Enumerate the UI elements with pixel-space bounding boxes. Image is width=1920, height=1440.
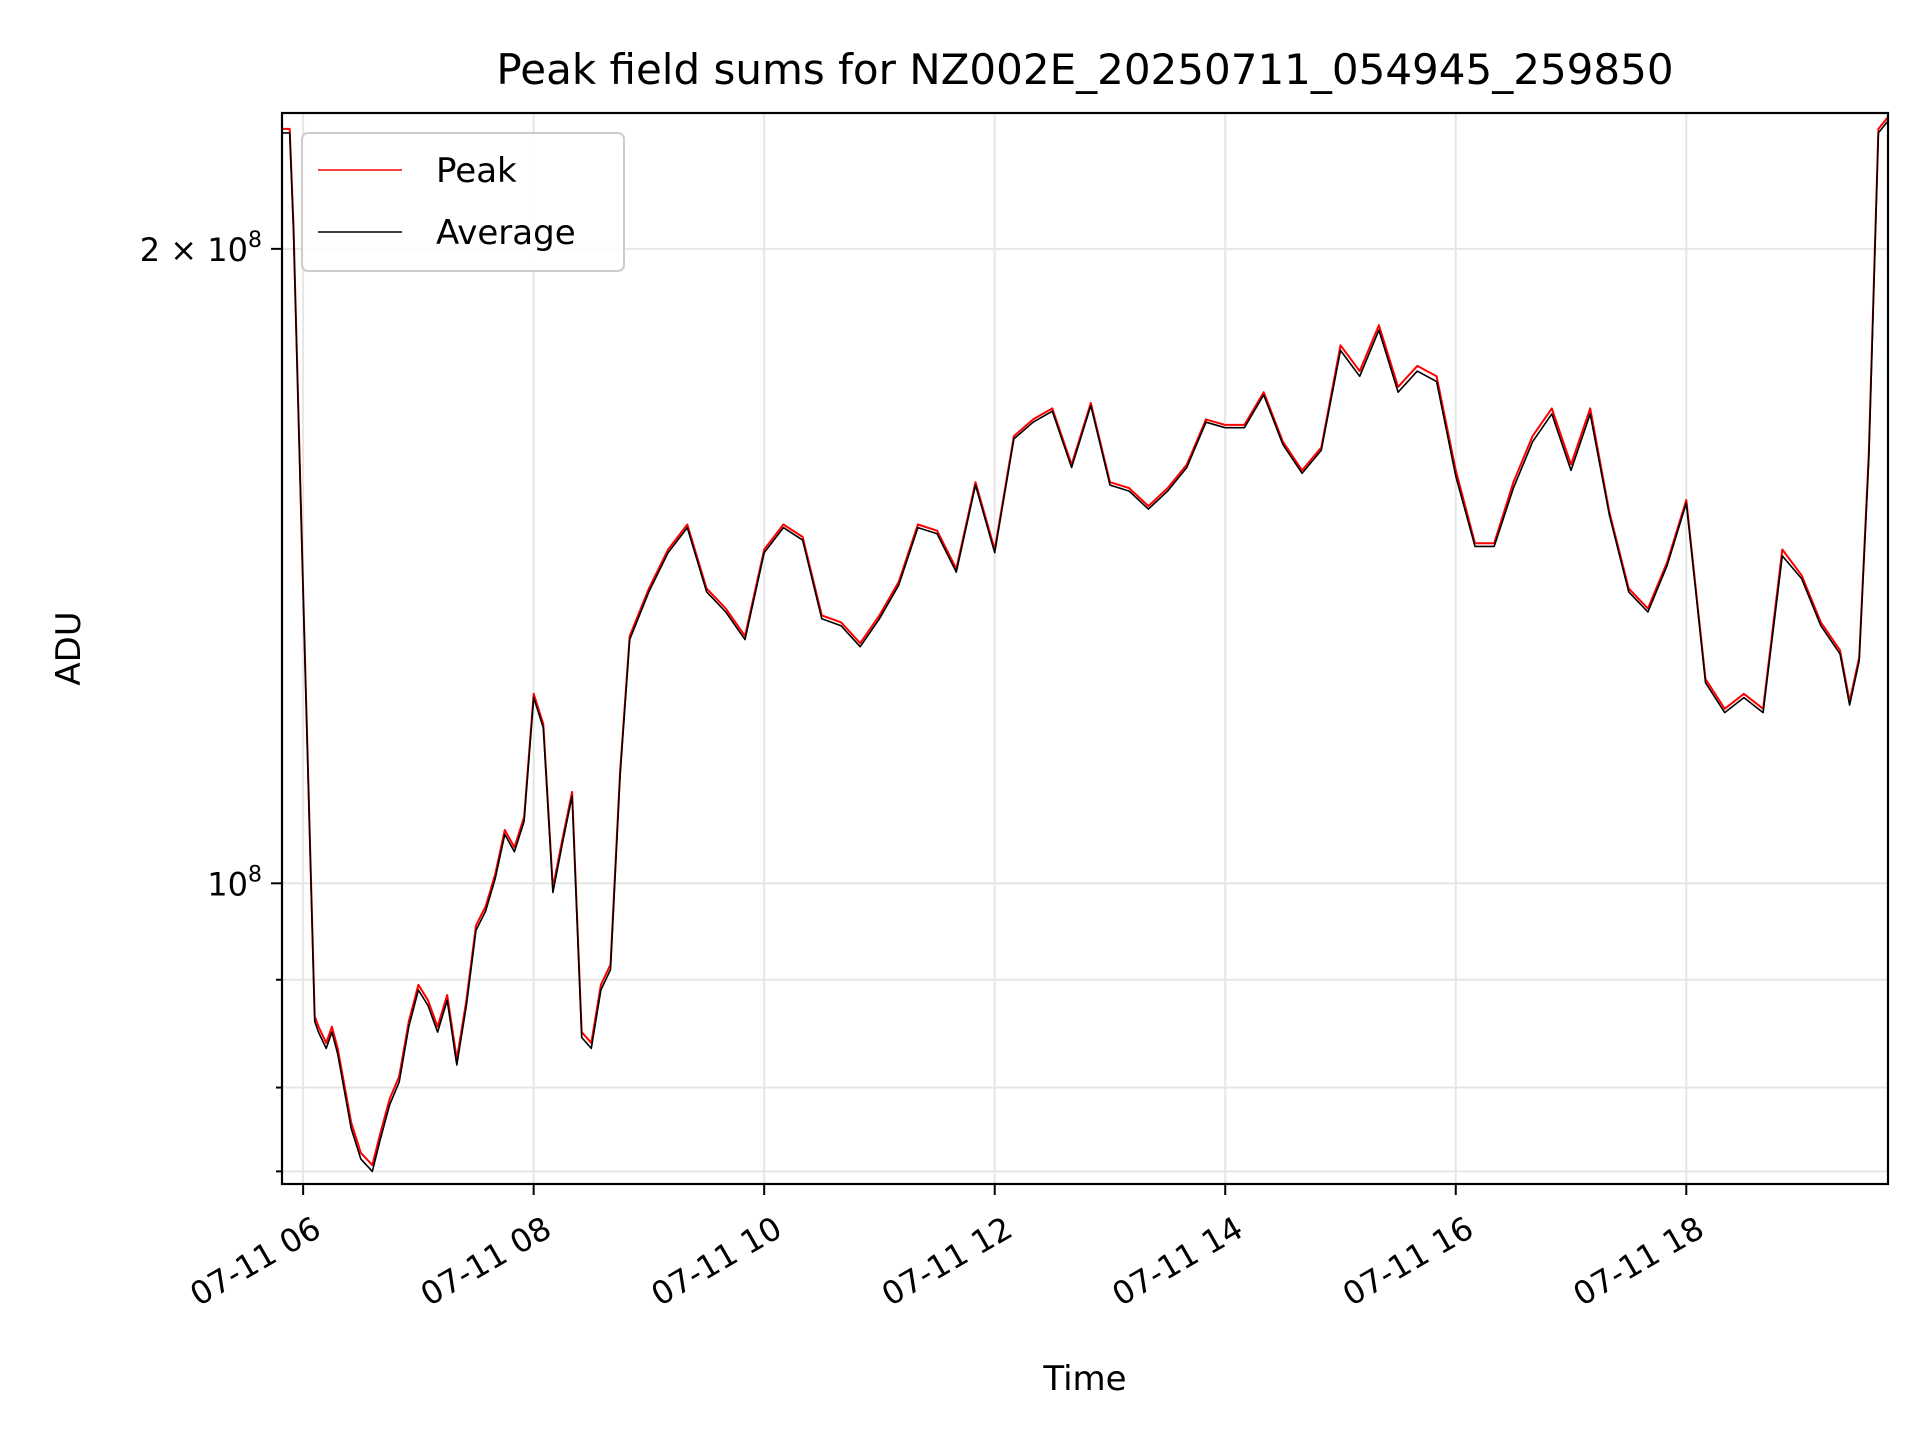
y-axis-label: ADU <box>49 611 89 685</box>
legend-label-peak: Peak <box>436 151 517 191</box>
legend-label-average: Average <box>436 213 576 253</box>
legend: Peak Average <box>301 132 625 272</box>
y-axis: 108 2 × 108 <box>140 228 282 1173</box>
y-tick-label: 2 × 108 <box>140 228 262 269</box>
series-line-average <box>282 120 1888 1173</box>
x-axis-label: Time <box>1042 1359 1126 1399</box>
chart-title: Peak field sums for NZ002E_20250711_0549… <box>496 45 1673 94</box>
series-line-peak <box>282 116 1888 1167</box>
legend-box <box>301 132 625 272</box>
series-layer <box>282 116 1888 1173</box>
y-tick-label: 108 <box>207 862 262 903</box>
plot-frame <box>280 111 1890 1186</box>
